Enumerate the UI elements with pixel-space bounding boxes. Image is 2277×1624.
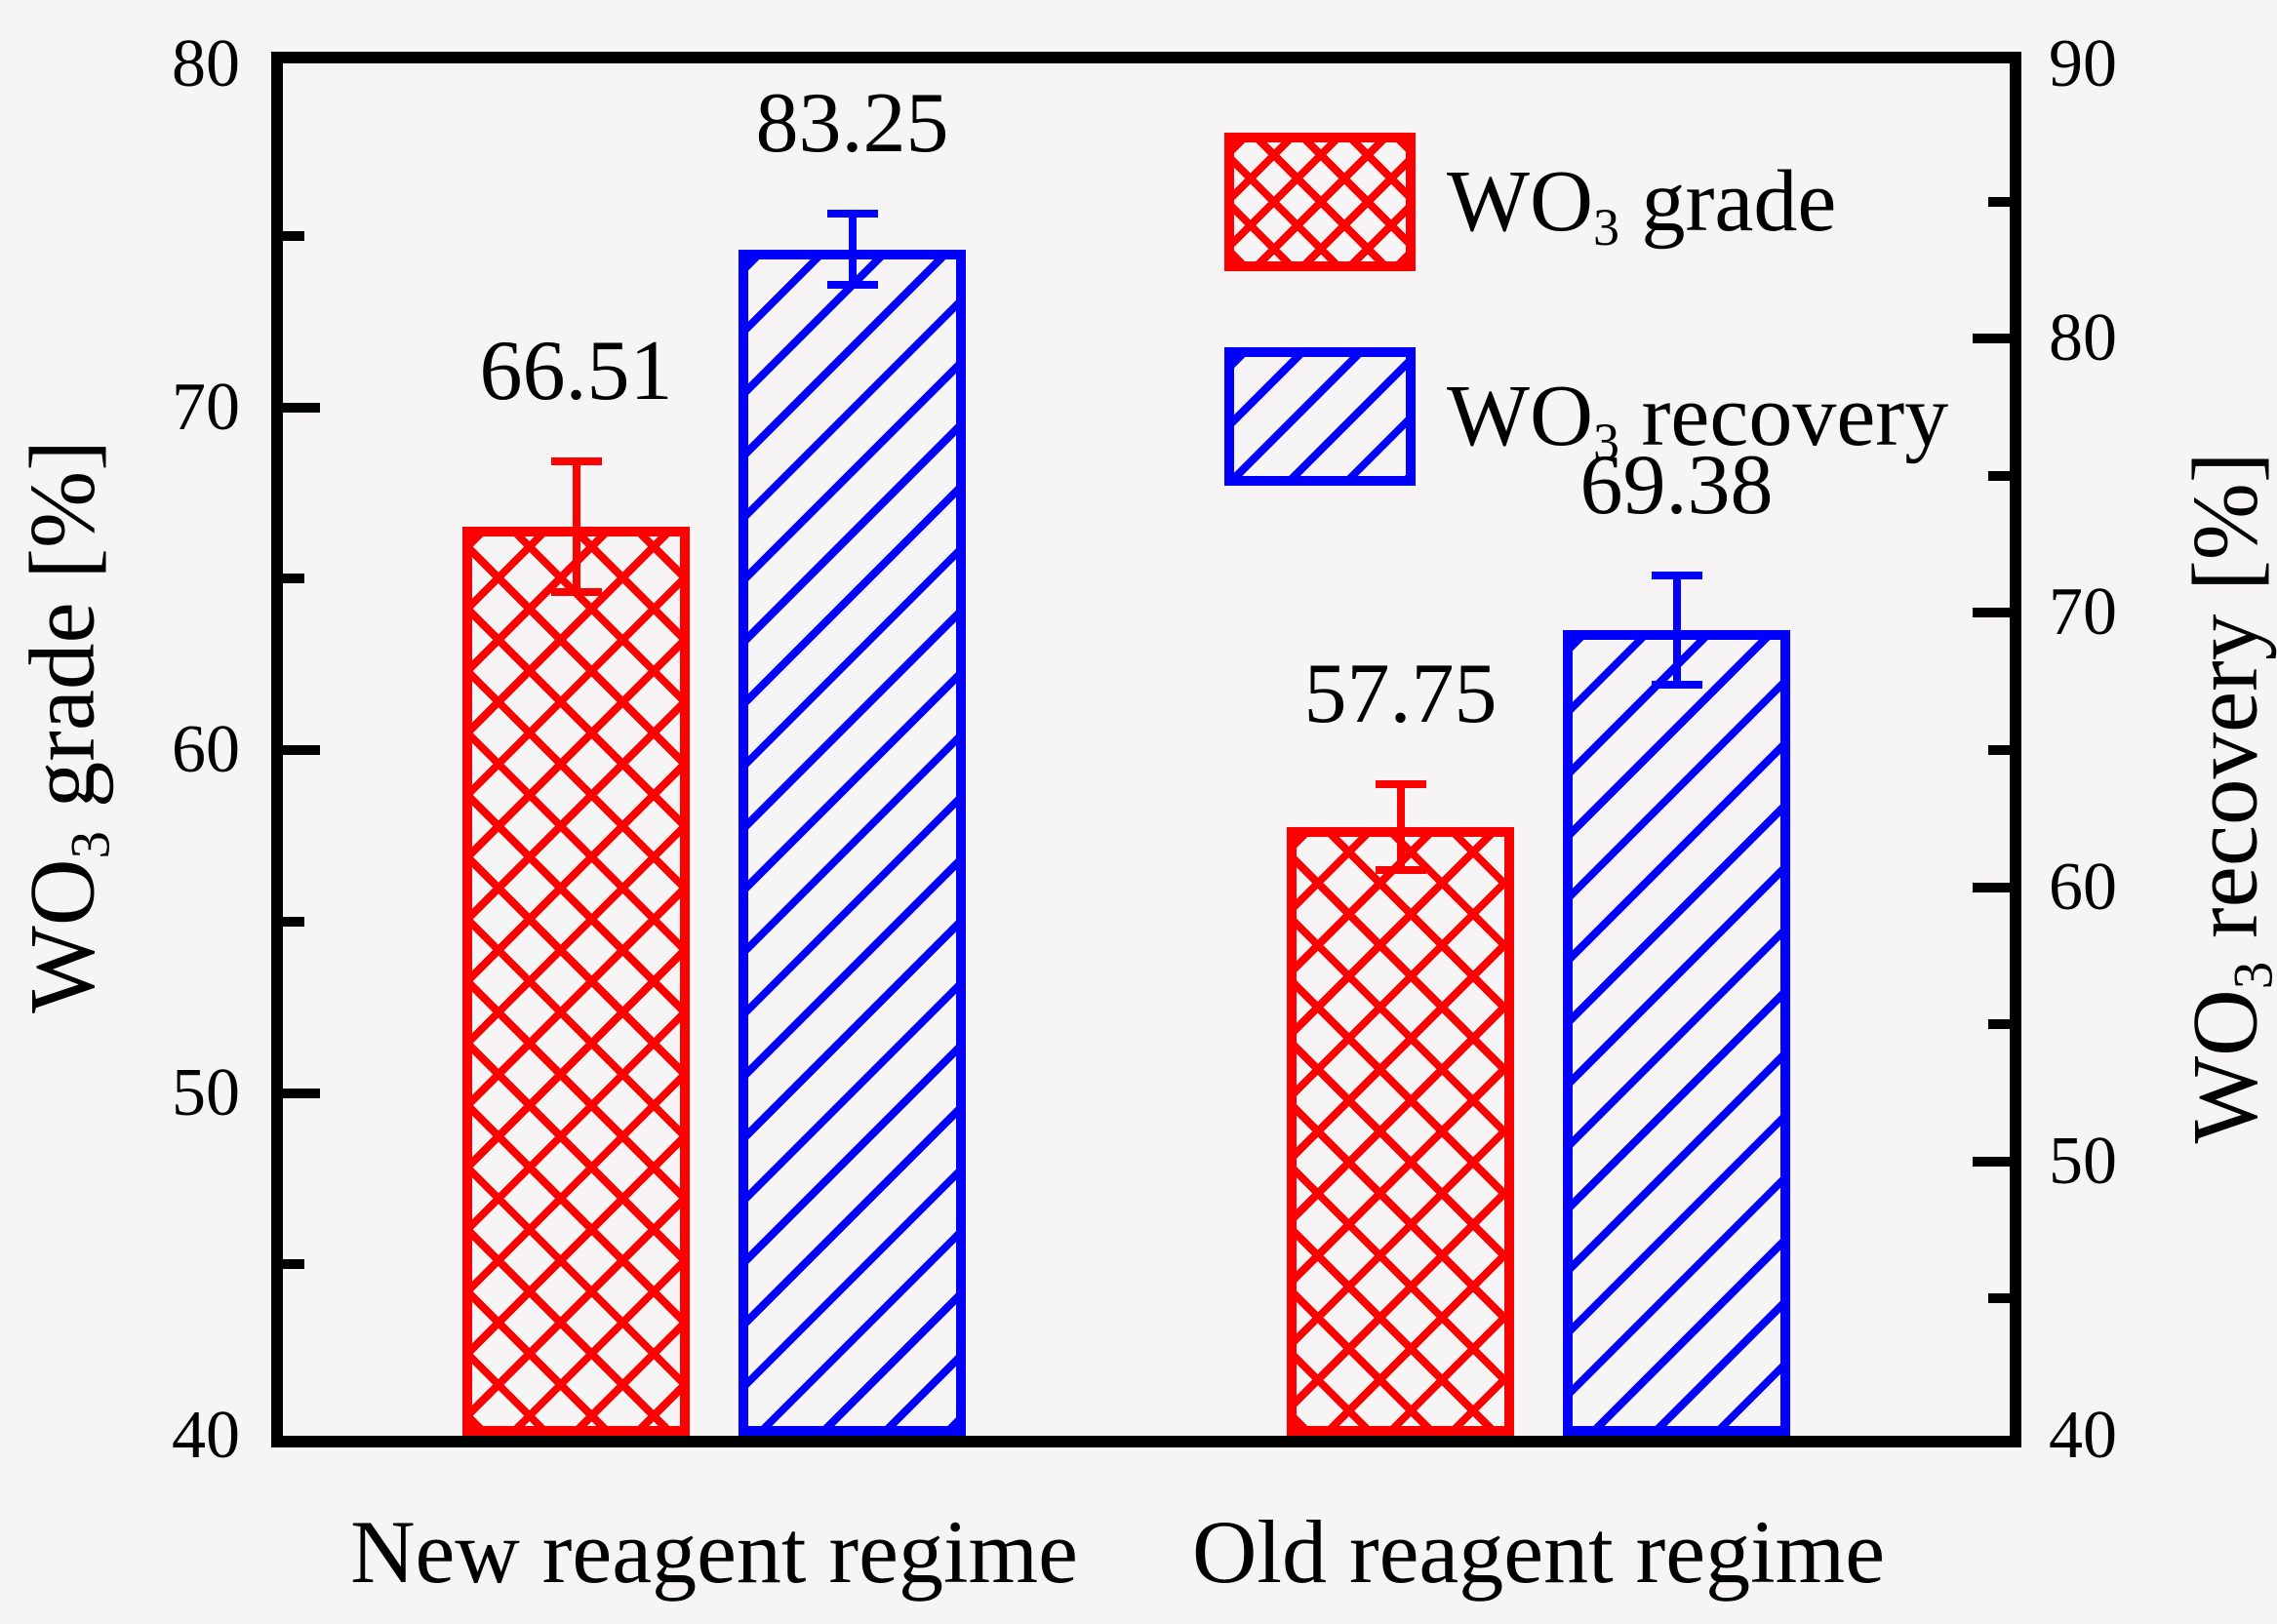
right-axis-tick-label-40: 40: [2049, 1398, 2117, 1473]
right-axis-title-rest: recovery [%]: [2173, 452, 2277, 962]
error-bar-wo3-grade-0: [572, 461, 580, 592]
right-axis-minor-tick-55: [1988, 1019, 2010, 1030]
bar-wo3-grade-1: [1287, 827, 1514, 1436]
left-axis-tick-label-70: 70: [172, 369, 240, 445]
left-axis-minor-tick-55: [283, 916, 304, 927]
error-cap-top-wo3-grade-1: [1375, 780, 1426, 789]
legend-label-1-main: WO: [1447, 368, 1593, 464]
right-axis-major-tick-60: [1973, 882, 2010, 892]
left-axis-minor-tick-75: [283, 230, 304, 241]
bar-value-label-wo3-grade-0: 66.51: [479, 324, 673, 419]
legend-label-wo3-grade: WO3 grade: [1447, 158, 1836, 255]
error-bar-wo3-recovery-1: [1672, 574, 1681, 686]
right-axis-tick-label-60: 60: [2049, 849, 2117, 925]
bar-value-label-wo3-recovery-0: 83.25: [755, 76, 949, 172]
left-axis-title-main: WO: [10, 858, 114, 1013]
right-axis-major-tick-70: [1973, 608, 2010, 618]
left-axis-tick-label-80: 80: [172, 26, 240, 101]
right-axis-title-sub: 3: [2222, 962, 2277, 990]
left-axis-major-tick-60: [283, 745, 320, 755]
legend-swatch-wo3-recovery: [1224, 347, 1416, 486]
left-axis-tick-label-60: 60: [172, 712, 240, 787]
right-axis-title: WO3 recovery [%]: [2174, 453, 2277, 1144]
right-axis-title-main: WO: [2173, 989, 2277, 1144]
right-axis-minor-tick-45: [1988, 1293, 2010, 1304]
legend-label-0-main: WO: [1447, 153, 1593, 250]
error-cap-bottom-wo3-recovery-0: [826, 281, 878, 290]
bar-wo3-recovery-1: [1563, 629, 1790, 1436]
legend-swatch-wo3-grade: [1224, 133, 1416, 271]
right-axis-tick-label-80: 80: [2049, 300, 2117, 376]
right-axis-tick-label-90: 90: [2049, 26, 2117, 101]
error-cap-bottom-wo3-grade-0: [550, 587, 602, 596]
right-axis-minor-tick-85: [1988, 196, 2010, 207]
error-cap-top-wo3-recovery-1: [1651, 571, 1702, 579]
bar-value-label-wo3-recovery-1: 69.38: [1579, 437, 1774, 533]
left-axis-tick-label-40: 40: [172, 1398, 240, 1473]
left-axis-major-tick-50: [283, 1088, 320, 1098]
right-axis-minor-tick-65: [1988, 745, 2010, 755]
error-bar-wo3-recovery-0: [848, 214, 857, 286]
right-axis-major-tick-80: [1973, 334, 2010, 344]
right-axis-tick-label-50: 50: [2049, 1123, 2117, 1199]
bar-value-label-wo3-grade-1: 57.75: [1303, 647, 1498, 742]
error-cap-bottom-wo3-grade-1: [1375, 866, 1426, 875]
legend-label-wo3-recovery: WO3 recovery: [1447, 373, 1948, 469]
error-bar-wo3-grade-1: [1396, 784, 1405, 871]
right-axis-tick-label-70: 70: [2049, 574, 2117, 651]
legend-label-1-rest: recovery: [1618, 368, 1949, 464]
right-axis-major-tick-50: [1973, 1156, 2010, 1167]
legend-label-1-sub: 3: [1592, 413, 1619, 472]
bar-wo3-recovery-0: [739, 249, 966, 1436]
legend-label-0-rest: grade: [1618, 153, 1837, 250]
legend-label-0-sub: 3: [1592, 198, 1619, 257]
bar-wo3-grade-0: [462, 527, 690, 1436]
left-axis-tick-label-50: 50: [172, 1054, 240, 1130]
left-axis-major-tick-70: [283, 402, 320, 413]
left-axis-title-rest: grade [%]: [10, 440, 114, 832]
error-cap-top-wo3-recovery-0: [826, 210, 878, 218]
error-cap-top-wo3-grade-0: [550, 457, 602, 466]
right-axis-minor-tick-75: [1988, 470, 2010, 481]
left-axis-title: WO3 grade [%]: [11, 440, 122, 1013]
category-label-0: New reagent regime: [350, 1502, 1078, 1602]
left-axis-minor-tick-45: [283, 1259, 304, 1270]
error-cap-bottom-wo3-recovery-1: [1651, 681, 1702, 690]
left-axis-minor-tick-65: [283, 574, 304, 584]
category-label-1: Old reagent regime: [1191, 1502, 1886, 1602]
plot-frame: [271, 52, 2021, 1447]
left-axis-title-sub: 3: [60, 831, 122, 859]
